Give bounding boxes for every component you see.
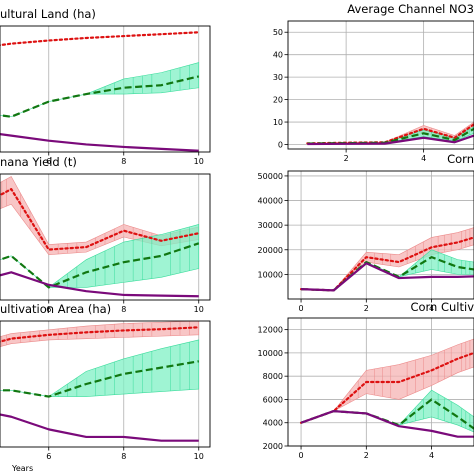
- series-line: [0, 31, 200, 47]
- y-tick-label: 10000: [258, 270, 283, 279]
- axes-frame: [0, 173, 211, 301]
- axes-frame: [0, 320, 211, 448]
- x-tick-label: 2: [364, 304, 369, 313]
- x-axis-label: Years: [11, 464, 33, 473]
- chart-title: Corn: [447, 152, 474, 166]
- x-tick-label: 8: [121, 157, 126, 166]
- confidence-band: [301, 227, 474, 291]
- plot-area: [0, 321, 200, 442]
- plot-area: [306, 121, 474, 146]
- chart-title: Corn Cultiv: [410, 300, 474, 314]
- x-tick-label: 2: [364, 451, 369, 460]
- panel-middle-left: 6 8 10 nana Yield (t): [0, 155, 211, 314]
- confidence-band: [301, 249, 474, 291]
- series-line: [307, 134, 474, 146]
- y-tick-label: 10: [273, 118, 283, 127]
- x-tick-label: 10: [194, 305, 204, 314]
- y-tick-label: 4000: [263, 419, 283, 428]
- x-tick-label: 10: [194, 157, 204, 166]
- x-tick-label: 0: [299, 451, 304, 460]
- panel-top-left: 6 8 10 ultural Land (ha): [0, 7, 211, 166]
- plot-area: [0, 31, 200, 152]
- y-tick-label: 10000: [258, 349, 283, 358]
- series-line: [0, 271, 199, 298]
- x-tick-label: 0: [299, 304, 304, 313]
- x-tick-label: 8: [121, 452, 126, 461]
- axes-frame: [287, 317, 474, 447]
- y-tick-label: 50: [273, 28, 283, 37]
- x-tick-label: 4: [429, 451, 434, 460]
- panel-bottom-right: 0 2 4 2000 4000 6000 8000 10000 12000 Corn Cultiv: [258, 300, 474, 460]
- x-tick-label: 2: [344, 154, 349, 163]
- chart-title: nana Yield (t): [0, 155, 77, 169]
- series-line: [0, 242, 200, 289]
- x-tick-label: 4: [429, 304, 434, 313]
- x-tick-label: 6: [46, 157, 51, 166]
- series-line: [300, 409, 474, 438]
- y-tick-label: 30000: [258, 221, 283, 230]
- y-tick-label: 20000: [258, 246, 283, 255]
- y-tick-label: 20: [273, 96, 283, 105]
- chart-title: Average Channel NO3: [347, 2, 474, 16]
- chart-title: ultural Land (ha): [0, 7, 96, 21]
- series-line: [0, 188, 200, 251]
- y-tick-label: 2000: [263, 442, 283, 451]
- confidence-band: [0, 224, 200, 288]
- y-tick-label: 12000: [258, 326, 283, 335]
- y-tick-label: 8000: [263, 372, 283, 381]
- confidence-band: [0, 321, 200, 348]
- y-tick-label: 0: [278, 141, 283, 150]
- plot-area: [299, 227, 474, 292]
- x-tick-label: 6: [46, 305, 51, 314]
- y-tick-label: 30: [273, 73, 283, 82]
- confidence-band: [0, 62, 200, 118]
- series-line: [0, 360, 199, 398]
- y-tick-label: 40: [273, 51, 283, 60]
- axes-frame: [287, 170, 474, 300]
- y-tick-label: 6000: [263, 395, 283, 404]
- axes-frame: [287, 20, 474, 150]
- series-line: [0, 132, 199, 152]
- x-tick-label: 8: [121, 305, 126, 314]
- series-line: [301, 262, 474, 292]
- panel-middle-right: 0 2 4 10000 20000 30000 40000 50000 Corn: [258, 152, 474, 313]
- y-tick-label: 40000: [258, 197, 283, 206]
- series-line: [0, 326, 200, 343]
- x-tick-label: 4: [421, 154, 426, 163]
- series-line: [0, 413, 199, 442]
- series-line: [0, 75, 200, 118]
- panel-bottom-left: 6 8 10 ultivation Area (ha) Years: [0, 302, 211, 473]
- y-tick-label: 50000: [258, 172, 283, 181]
- confidence-band: [0, 339, 200, 397]
- x-tick-label: 6: [46, 452, 51, 461]
- plot-area: [0, 176, 200, 298]
- chart-title: ultivation Area (ha): [0, 302, 111, 316]
- axes-frame: [0, 25, 211, 153]
- plot-area: [299, 338, 474, 438]
- series-line: [299, 351, 474, 424]
- x-tick-label: 10: [194, 452, 204, 461]
